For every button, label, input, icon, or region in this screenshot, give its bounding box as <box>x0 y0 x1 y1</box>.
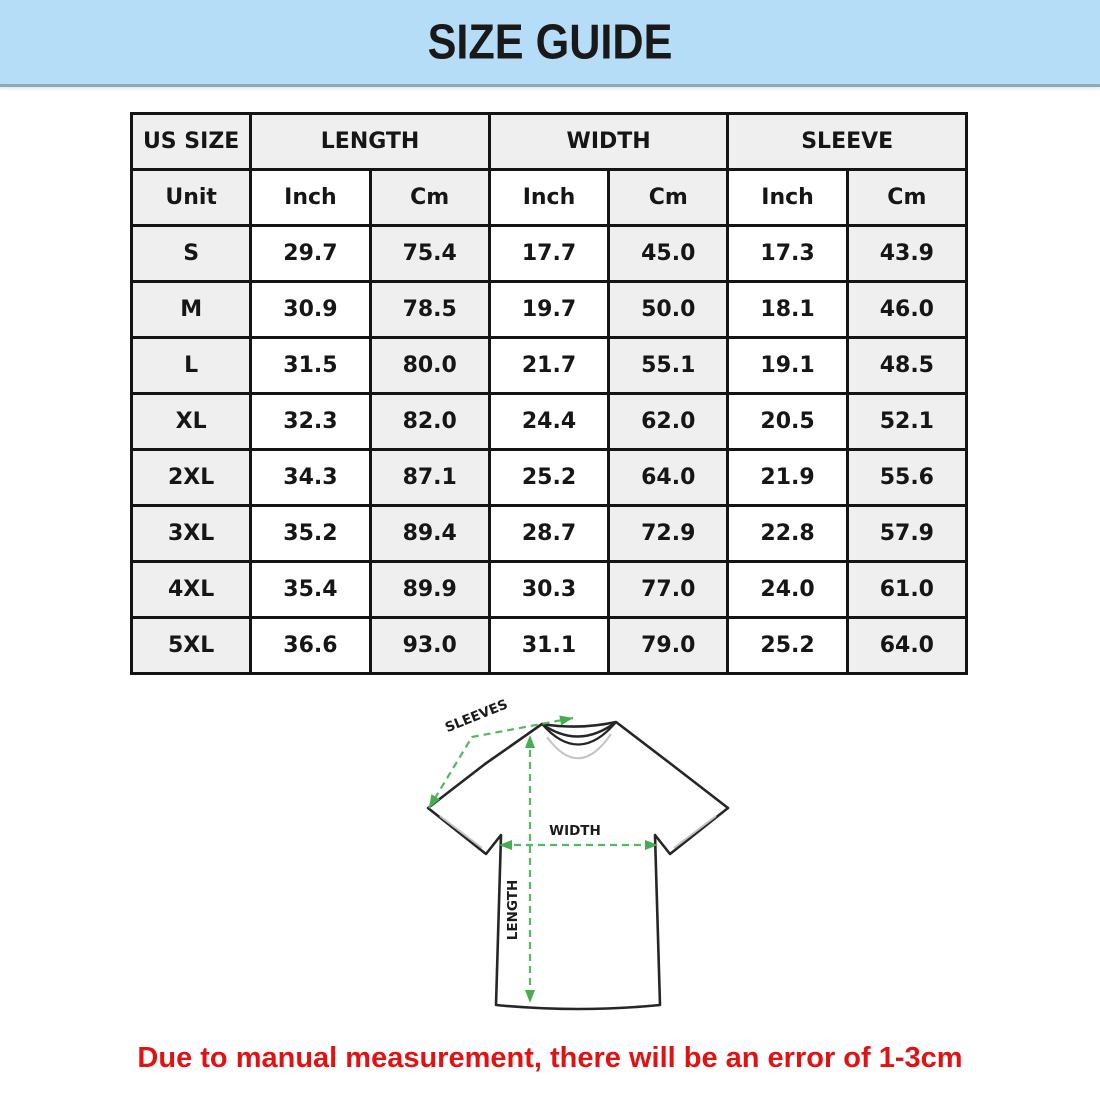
table-row: S 29.7 75.4 17.7 45.0 17.3 43.9 <box>129 224 969 283</box>
value-cell: 17.3 <box>726 224 849 283</box>
value-cell: 72.9 <box>607 504 730 563</box>
table-row: 4XL 35.4 89.9 30.3 77.0 24.0 61.0 <box>129 560 969 619</box>
table-row: L 31.5 80.0 21.7 55.1 19.1 48.5 <box>129 336 969 395</box>
value-cell: 61.0 <box>845 560 969 619</box>
value-cell: 24.0 <box>726 560 849 619</box>
value-cell: 30.3 <box>487 560 611 619</box>
value-cell: 93.0 <box>368 616 491 675</box>
value-cell: 62.0 <box>607 392 730 451</box>
table-row: M 30.9 78.5 19.7 50.0 18.1 46.0 <box>129 280 969 339</box>
value-cell: 43.9 <box>845 224 969 283</box>
unit-header-cell: Inch <box>249 168 372 227</box>
value-cell: 19.1 <box>726 336 849 395</box>
value-cell: 29.7 <box>249 224 372 283</box>
value-cell: 30.9 <box>249 280 372 339</box>
title-banner: SIZE GUIDE <box>0 0 1100 87</box>
value-cell: 32.3 <box>249 392 372 451</box>
sleeves-label: SLEEVES <box>443 696 510 736</box>
unit-header-cell: Inch <box>726 168 849 227</box>
unit-header-cell: Cm <box>607 168 730 227</box>
value-cell: 24.4 <box>487 392 611 451</box>
row-label-cell: 2XL <box>129 448 253 507</box>
value-cell: 57.9 <box>845 504 969 563</box>
unit-header-cell: Cm <box>368 168 491 227</box>
value-cell: 55.1 <box>607 336 730 395</box>
group-header-row: US SIZE LENGTH WIDTH SLEEVE <box>129 112 968 171</box>
sleeves-measure-arrow <box>428 715 574 809</box>
row-label-cell: M <box>129 280 253 339</box>
value-cell: 80.0 <box>368 336 491 395</box>
page-title: SIZE GUIDE <box>427 14 673 70</box>
value-cell: 89.4 <box>368 504 491 563</box>
value-cell: 82.0 <box>368 392 491 451</box>
value-cell: 19.7 <box>487 280 611 339</box>
col-header-length: LENGTH <box>249 112 491 171</box>
measurement-note: Due to manual measurement, there will be… <box>137 1042 963 1074</box>
collar-band-line <box>541 721 617 738</box>
value-cell: 21.9 <box>726 448 849 507</box>
value-cell: 55.6 <box>845 448 969 507</box>
value-cell: 89.9 <box>368 560 491 619</box>
value-cell: 25.2 <box>726 616 849 675</box>
length-measure-arrow <box>525 735 535 1003</box>
value-cell: 50.0 <box>607 280 730 339</box>
col-header-sleeve: SLEEVE <box>726 112 968 171</box>
value-cell: 22.8 <box>726 504 849 563</box>
unit-header-cell: Inch <box>487 168 611 227</box>
row-label-cell: L <box>129 336 253 395</box>
table-row: 3XL 35.2 89.4 28.7 72.9 22.8 57.9 <box>129 504 969 563</box>
value-cell: 48.5 <box>845 336 969 395</box>
value-cell: 75.4 <box>368 224 491 283</box>
table-row: XL 32.3 82.0 24.4 62.0 20.5 52.1 <box>129 392 969 451</box>
value-cell: 46.0 <box>845 280 969 339</box>
value-cell: 64.0 <box>845 616 969 675</box>
row-label-cell: 3XL <box>129 504 253 563</box>
unit-header-cell: Cm <box>845 168 969 227</box>
row-label-cell: 5XL <box>129 616 253 675</box>
value-cell: 18.1 <box>726 280 849 339</box>
value-cell: 21.7 <box>487 336 611 395</box>
value-cell: 78.5 <box>368 280 491 339</box>
left-sleeve-seam <box>439 815 483 849</box>
unit-header-cell: Unit <box>129 168 253 227</box>
size-table: US SIZE LENGTH WIDTH SLEEVE Unit Inch Cm… <box>129 112 969 675</box>
value-cell: 25.2 <box>487 448 611 507</box>
collar-seam-gray <box>546 733 612 760</box>
value-cell: 31.5 <box>249 336 372 395</box>
right-sleeve-seam <box>673 815 717 849</box>
value-cell: 34.3 <box>249 448 372 507</box>
value-cell: 28.7 <box>487 504 611 563</box>
row-label-cell: 4XL <box>129 560 253 619</box>
unit-header-row: Unit Inch Cm Inch Cm Inch Cm <box>129 168 969 227</box>
col-header-us-size: US SIZE <box>129 112 253 171</box>
value-cell: 52.1 <box>845 392 969 451</box>
value-cell: 45.0 <box>607 224 730 283</box>
length-label: LENGTH <box>505 880 521 940</box>
table-row: 5XL 36.6 93.0 31.1 79.0 25.2 64.0 <box>129 616 969 675</box>
tshirt-measurement-diagram: SLEEVES WIDTH LENGTH <box>426 696 730 1011</box>
table-row: 2XL 34.3 87.1 25.2 64.0 21.9 55.6 <box>129 448 969 507</box>
tshirt-outline <box>426 720 730 1011</box>
value-cell: 87.1 <box>368 448 491 507</box>
width-label: WIDTH <box>549 823 601 839</box>
row-label-cell: S <box>129 224 253 283</box>
value-cell: 77.0 <box>607 560 730 619</box>
value-cell: 79.0 <box>607 616 730 675</box>
row-label-cell: XL <box>129 392 253 451</box>
width-measure-arrow <box>499 840 658 850</box>
value-cell: 20.5 <box>726 392 849 451</box>
col-header-width: WIDTH <box>487 112 730 171</box>
value-cell: 64.0 <box>607 448 730 507</box>
value-cell: 36.6 <box>249 616 372 675</box>
value-cell: 35.2 <box>249 504 372 563</box>
collar-neckline <box>541 721 617 746</box>
value-cell: 35.4 <box>249 560 372 619</box>
value-cell: 31.1 <box>487 616 611 675</box>
value-cell: 17.7 <box>487 224 611 283</box>
